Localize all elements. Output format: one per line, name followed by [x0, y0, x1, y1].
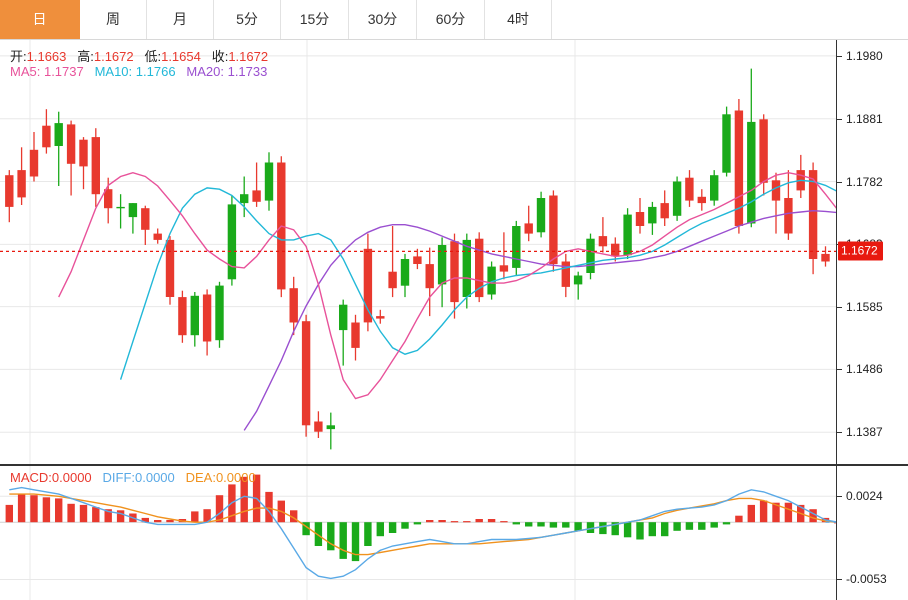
price-axis-label: 1.1585 [846, 299, 883, 314]
tab-label: 周 [106, 11, 120, 27]
timeframe-tabbar: 日 周 月 5分 15分 30分 60分 4时 [0, 0, 908, 40]
tab-month[interactable]: 月 [147, 0, 214, 39]
price-tick-mark [837, 55, 842, 57]
macd-axis-label: 0.0024 [846, 489, 883, 504]
ma20-value: 1.1733 [227, 64, 268, 79]
ohlc-legend: 开:1.1663 高:1.1672 低:1.1654 收:1.1672 [10, 46, 268, 65]
low-value: 1.1654 [161, 49, 201, 64]
price-tick-mark [837, 432, 842, 434]
price-axis-label: 1.1486 [846, 362, 883, 377]
tab-interval-7[interactable]: 4时 [485, 0, 552, 39]
ma10-label: MA10: [94, 64, 133, 79]
price-tick-mark [837, 369, 842, 371]
candlestick-chart [0, 40, 836, 464]
macd-label: MACD: [10, 470, 52, 485]
macd-chart [0, 466, 836, 600]
price-axis-label: 1.1881 [846, 111, 883, 126]
close-label: 收: [211, 49, 229, 64]
price-tick-mark [837, 181, 842, 183]
close-value: 1.1672 [228, 49, 269, 64]
price-tick-mark [837, 306, 842, 308]
moving-average-legend: MA5: 1.1737 MA10: 1.1766 MA20: 1.1733 [10, 64, 267, 79]
tab-label: 30分 [367, 11, 398, 27]
tab-interval-6[interactable]: 60分 [417, 0, 485, 39]
low-label: 低: [144, 49, 162, 64]
tab-day[interactable]: 日 [0, 0, 80, 39]
price-axis-line [836, 40, 837, 464]
macd-value: 0.0000 [51, 470, 92, 485]
tab-label: 日 [32, 11, 47, 27]
high-label: 高: [77, 49, 94, 64]
tab-week[interactable]: 周 [80, 0, 147, 39]
dea-value: 0.0000 [215, 470, 256, 485]
price-chart-panel[interactable] [0, 40, 836, 464]
tab-label: 5分 [236, 11, 258, 27]
ma5-value: 1.1737 [43, 64, 84, 79]
macd-tick-mark [837, 496, 842, 498]
macd-legend: MACD:0.0000 DIFF:0.0000 DEA:0.0000 [10, 470, 256, 485]
dea-label: DEA: [185, 470, 216, 485]
price-axis-label: 1.1980 [846, 48, 883, 63]
price-tick-mark [837, 118, 842, 120]
diff-label: DIFF: [102, 470, 136, 485]
open-label: 开: [10, 49, 27, 64]
diff-value: 0.0000 [135, 470, 175, 485]
macd-chart-panel[interactable] [0, 466, 836, 600]
price-axis-label: 1.1782 [846, 174, 883, 189]
macd-tick-mark [837, 579, 842, 581]
price-axis-label: 1.1387 [846, 425, 883, 440]
tab-interval-3[interactable]: 5分 [214, 0, 281, 39]
ma10-value: 1.1766 [135, 64, 176, 79]
tab-label: 15分 [299, 11, 330, 27]
current-price-tag: 1.1672 [838, 241, 883, 261]
open-value: 1.1663 [26, 49, 67, 64]
macd-axis-label: -0.0053 [846, 572, 887, 587]
ma5-label: MA5: [10, 64, 41, 79]
panel-separator [0, 464, 908, 466]
ma20-label: MA20: [186, 64, 224, 79]
tab-interval-4[interactable]: 15分 [281, 0, 349, 39]
tab-interval-5[interactable]: 30分 [349, 0, 417, 39]
tab-label: 4时 [507, 11, 529, 27]
high-value: 1.1672 [93, 49, 134, 64]
macd-axis-line [836, 466, 837, 600]
tab-label: 60分 [435, 11, 466, 27]
tab-label: 月 [173, 11, 187, 27]
